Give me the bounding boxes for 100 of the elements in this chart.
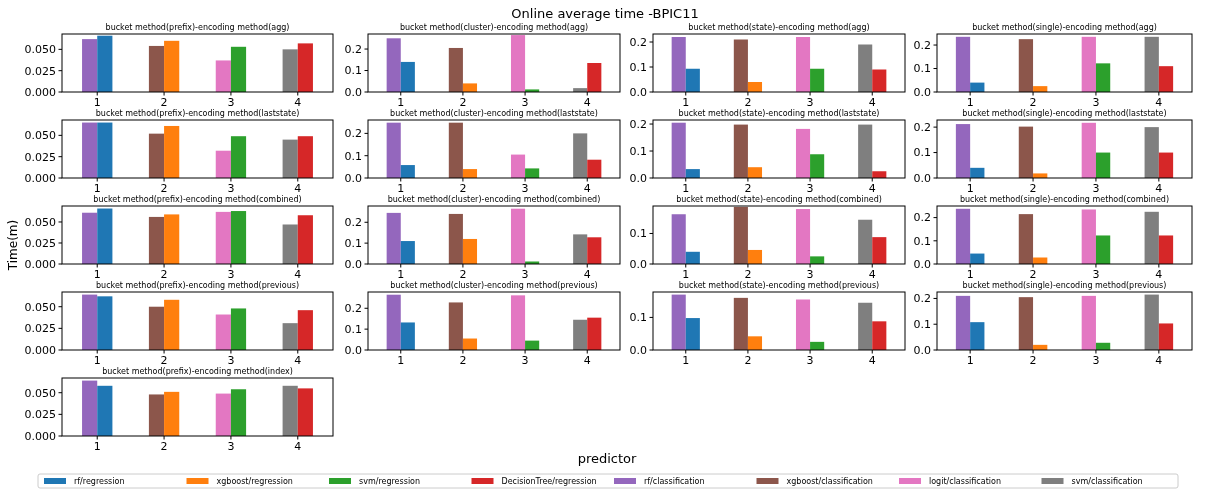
- x-tick-label: 3: [521, 354, 529, 367]
- y-tick-label: 0.1: [913, 234, 931, 248]
- x-tick-label: 1: [682, 96, 690, 109]
- x-tick-label: 4: [583, 182, 591, 195]
- x-tick-label: 2: [459, 182, 467, 195]
- chart-subtitle: bucket method(single)-encoding method(laststate): [962, 109, 1167, 118]
- y-tick-label: 0.1: [629, 227, 647, 241]
- x-tick-label: 3: [1092, 268, 1100, 281]
- x-tick-label: 4: [868, 182, 876, 195]
- y-tick-label: 0.0: [344, 171, 362, 185]
- x-tick-label: 1: [682, 354, 690, 367]
- x-tick-label: 1: [93, 440, 101, 453]
- chart-subtitle: bucket method(prefix)-encoding method(previous): [95, 281, 300, 290]
- chart-subtitle: bucket method(prefix)-encoding method(combined): [93, 195, 302, 204]
- y-tick-label: 0.1: [344, 236, 362, 250]
- text: Online average time -BPIC11: [511, 6, 699, 21]
- y-tick-label: 0.025: [24, 64, 56, 78]
- text: Time(m): [6, 219, 20, 272]
- chart-subtitle: bucket method(cluster)-encoding method(laststate): [390, 109, 598, 118]
- y-tick-label: 0.1: [344, 149, 362, 163]
- y-tick-label: 0.2: [629, 117, 647, 131]
- y-tick-label: 0.1: [344, 64, 362, 78]
- x-tick-label: 1: [966, 182, 974, 195]
- legend-label: xgboost/regression: [216, 476, 293, 486]
- x-tick-label: 1: [397, 182, 405, 195]
- x-tick-label: 3: [227, 182, 235, 195]
- y-tick-label: 0.000: [24, 343, 56, 357]
- x-tick-label: 4: [583, 354, 591, 367]
- x-tick-label: 4: [1155, 182, 1163, 195]
- x-tick-label: 3: [1092, 96, 1100, 109]
- legend-label: xgboost/classification: [786, 476, 873, 486]
- x-tick-label: 4: [1155, 268, 1163, 281]
- y-tick-label: 0.2: [913, 120, 931, 134]
- x-tick-label: 1: [397, 96, 405, 109]
- chart-subtitle: bucket method(state)-encoding method(previous): [678, 281, 880, 290]
- x-tick-label: 3: [521, 268, 529, 281]
- x-tick-label: 2: [744, 268, 752, 281]
- y-tick-label: 0.050: [24, 129, 56, 143]
- x-tick-label: 1: [682, 268, 690, 281]
- x-tick-label: 3: [227, 354, 235, 367]
- chart-subtitle: bucket method(single)-encoding method(previous): [962, 281, 1167, 290]
- x-tick-label: 4: [583, 96, 591, 109]
- x-tick-label: 4: [294, 440, 302, 453]
- x-tick-label: 1: [966, 96, 974, 109]
- y-tick-label: 0.1: [913, 318, 931, 332]
- y-tick-label: 0.1: [629, 60, 647, 74]
- y-tick-label: 0.0: [913, 257, 931, 271]
- x-tick-label: 1: [966, 354, 974, 367]
- x-tick-label: 3: [806, 96, 814, 109]
- x-tick-label: 2: [1029, 354, 1037, 367]
- y-tick-label: 0.0: [629, 171, 647, 185]
- x-tick-label: 2: [160, 440, 168, 453]
- y-tick-label: 0.1: [344, 322, 362, 336]
- x-tick-label: 1: [397, 268, 405, 281]
- y-tick-label: 0.1: [629, 311, 647, 325]
- y-tick-label: 0.2: [913, 292, 931, 306]
- y-tick-label: 0.0: [913, 85, 931, 99]
- x-tick-label: 3: [521, 182, 529, 195]
- y-tick-label: 0.000: [24, 429, 56, 443]
- x-tick-label: 4: [868, 268, 876, 281]
- y-tick-label: 0.025: [24, 150, 56, 164]
- x-tick-label: 4: [294, 96, 302, 109]
- y-tick-label: 0.000: [24, 171, 56, 185]
- chart-subtitle: bucket method(single)-encoding method(combined): [959, 195, 1170, 204]
- x-tick-label: 4: [1155, 354, 1163, 367]
- x-tick-label: 2: [459, 96, 467, 109]
- y-tick-label: 0.050: [24, 300, 56, 314]
- chart-subtitle: bucket method(state)-encoding method(combined): [676, 195, 882, 204]
- y-tick-label: 0.2: [913, 211, 931, 225]
- y-tick-label: 0.050: [24, 215, 56, 229]
- x-tick-label: 1: [682, 182, 690, 195]
- legend-label: rf/regression: [74, 476, 125, 486]
- y-tick-label: 0.0: [913, 343, 931, 357]
- y-tick-label: 0.000: [24, 85, 56, 99]
- x-tick-label: 2: [744, 182, 752, 195]
- y-tick-label: 0.050: [24, 43, 56, 57]
- x-tick-label: 2: [160, 96, 168, 109]
- y-tick-label: 0.2: [913, 38, 931, 52]
- chart-subtitle: bucket method(cluster)-encoding method(combined): [387, 195, 601, 204]
- y-tick-label: 0.0: [344, 85, 362, 99]
- x-tick-label: 2: [744, 354, 752, 367]
- x-tick-label: 2: [1029, 96, 1037, 109]
- x-tick-label: 1: [93, 182, 101, 195]
- y-tick-label: 0.025: [24, 408, 56, 422]
- chart-subtitle: bucket method(single)-encoding method(agg): [972, 23, 1157, 32]
- y-tick-label: 0.0: [629, 257, 647, 271]
- x-tick-label: 4: [294, 268, 302, 281]
- legend-label: rf/classification: [644, 476, 705, 486]
- x-tick-label: 2: [1029, 182, 1037, 195]
- x-tick-label: 1: [93, 96, 101, 109]
- chart-subtitle: bucket method(state)-encoding method(laststate): [678, 109, 880, 118]
- legend-label: svm/regression: [359, 476, 421, 486]
- x-tick-label: 2: [160, 354, 168, 367]
- y-tick-label: 0.025: [24, 322, 56, 336]
- y-tick-label: 0.0: [629, 343, 647, 357]
- legend-label: svm/classification: [1071, 476, 1143, 486]
- chart-subtitle: bucket method(state)-encoding method(agg): [688, 23, 870, 32]
- y-tick-label: 0.2: [344, 127, 362, 141]
- x-tick-label: 2: [160, 182, 168, 195]
- x-tick-label: 1: [93, 268, 101, 281]
